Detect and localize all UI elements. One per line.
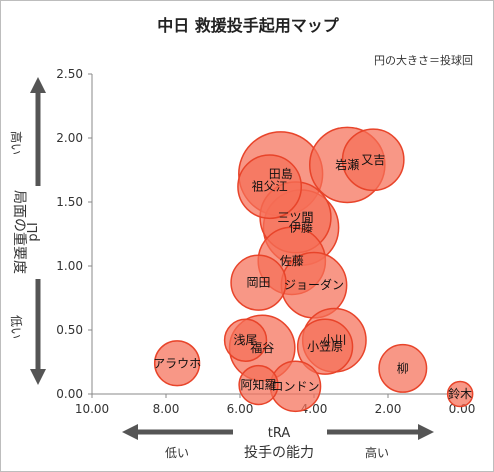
bubble-label: 三ツ間 (277, 210, 313, 224)
bubble-アラウホ (153, 340, 201, 387)
y-high-label: 高い (9, 131, 24, 155)
x-high-label: 高い (365, 445, 389, 460)
bubble-label: 小川 (322, 333, 346, 347)
bubble-label: 伊藤 (289, 221, 313, 235)
bubble-label: 小笠原 (307, 339, 343, 354)
y-tick-label: 2.50 (56, 67, 83, 81)
bubble-岡田 (230, 254, 287, 311)
bubble-label: 田島 (269, 166, 293, 181)
x-tick-label: 10.00 (75, 402, 109, 416)
bubble-label: アラウホ (153, 356, 201, 370)
bubble-label: 岩瀬 (335, 157, 359, 172)
bubble-label: 阿知羅 (240, 378, 276, 392)
bubble-label: 祖父江 (252, 179, 288, 194)
bubble-label: 鈴木 (448, 386, 472, 401)
bubble-又吉 (341, 128, 405, 192)
y-tick-label: 2.00 (56, 131, 83, 145)
bubble-柳 (378, 343, 428, 393)
chart-title: 中日 救援投手起用マップ (157, 16, 340, 35)
bubble-阿知羅 (238, 364, 279, 406)
x-tick-label: 2.00 (375, 402, 402, 416)
bubble-鈴木 (446, 380, 474, 408)
x-axis-label: tRA (268, 426, 291, 441)
bubble-浅尾 (223, 318, 268, 362)
bubble-label: 佐藤 (280, 254, 304, 268)
bubble-label: 又吉 (361, 153, 385, 167)
x-low-label: 低い (165, 446, 189, 460)
y-tick-label: 0.00 (56, 387, 83, 401)
y-tick-label: 0.50 (56, 323, 83, 337)
y-tick-label: 1.50 (56, 195, 83, 209)
x-sublabel: 投手の能力 (244, 445, 314, 461)
x-tick-label: 6.00 (227, 402, 254, 416)
y-sublabel: 局面の重要度 (11, 190, 27, 274)
bubble-label: ロンドン (271, 379, 319, 393)
x-tick-label: 8.00 (153, 402, 180, 416)
bubble-label: ジョーダン (284, 277, 344, 292)
size-legend-note: 円の大きさ＝投球回 (374, 53, 473, 67)
bubble-label: 浅尾 (234, 333, 258, 347)
bubble-label: 福谷 (250, 340, 274, 355)
y-tick-label: 1.00 (56, 259, 83, 273)
bubble-label: 岡田 (246, 276, 270, 290)
bubble-label: 柳 (397, 361, 409, 375)
y-low-label: 低い (9, 315, 23, 339)
bubble-小笠原 (296, 318, 354, 375)
y-axis-label: pLI (26, 222, 41, 241)
bubble-祖父江 (237, 154, 303, 220)
